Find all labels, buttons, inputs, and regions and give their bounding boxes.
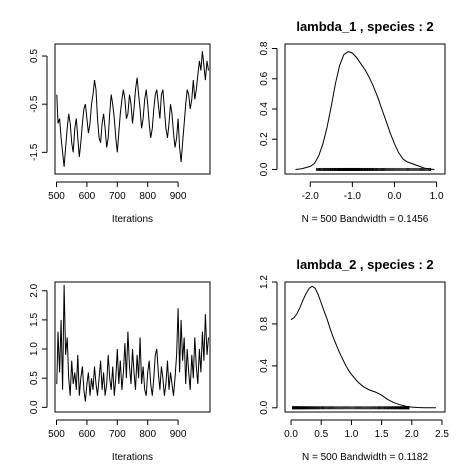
y-tick-label: 0.2 [259, 132, 270, 146]
x-tick-label: 900 [170, 429, 187, 440]
plot-title: lambda_1 , species : 2 [296, 19, 433, 34]
y-tick-label: 0.5 [29, 371, 40, 385]
x-tick-label: 1.0 [344, 429, 358, 440]
y-tick-label: 0.4 [259, 358, 270, 372]
y-tick-label: -0.5 [29, 95, 40, 113]
rug-marks [315, 167, 431, 171]
y-tick-label: 0.0 [259, 162, 270, 176]
density-curve [295, 51, 435, 170]
trace-plot-lambda-2: 500 600 700 800 900 0.0 0.5 1.0 1.5 2.0 Iterations [29, 281, 211, 463]
x-axis-label: N = 500 Bandwidth = 0.1456 [302, 214, 429, 225]
plot-frame [54, 43, 211, 175]
plot-frame [54, 281, 211, 413]
x-tick-label: 2.5 [435, 429, 449, 440]
plot-title: lambda_2 , species : 2 [296, 257, 433, 272]
trace-line [56, 284, 209, 402]
x-tick-label: 0.0 [284, 429, 298, 440]
x-axis-label: N = 500 Bandwidth = 0.1182 [302, 452, 428, 463]
x-tick-label: 600 [79, 191, 96, 202]
x-tick-label: 1.5 [375, 429, 389, 440]
y-tick-label: 0.4 [259, 102, 270, 116]
y-tick-label: 0.5 [29, 49, 40, 63]
y-tick-label: -1.5 [29, 143, 40, 161]
rug-marks [291, 406, 410, 410]
y-tick-label: 1.5 [29, 313, 40, 327]
x-tick-label: 500 [48, 429, 65, 440]
x-tick-label: 800 [139, 191, 156, 202]
x-axis-label: Iterations [112, 214, 153, 225]
x-axis-label: Iterations [112, 452, 153, 463]
x-tick-label: 0.5 [314, 429, 328, 440]
y-tick-label: 0.8 [259, 317, 270, 331]
x-tick-label: 700 [109, 429, 126, 440]
x-tick-label: -1.0 [344, 191, 362, 202]
y-tick-label: 0.0 [259, 400, 270, 414]
y-tick-label: 2.0 [29, 283, 40, 297]
density-plot-lambda-1: -2.0 -1.0 0.0 1.0 0.0 0.2 0.4 0.6 0.8 N = 500 Ban… [259, 19, 446, 225]
plot-frame [284, 281, 446, 413]
x-tick-label: -2.0 [302, 191, 320, 202]
y-tick-label: 1.2 [259, 275, 270, 289]
plot-frame [284, 43, 446, 175]
density-plot-lambda-2: 0.0 0.5 1.0 1.5 2.0 2.5 0.0 0.4 0.8 1.2 N = 500 Ba… [259, 257, 449, 463]
x-tick-label: 500 [48, 191, 65, 202]
y-tick-label: 0.0 [29, 400, 40, 414]
trace-line [56, 51, 209, 167]
x-tick-label: 900 [170, 191, 187, 202]
y-tick-label: 1.0 [29, 342, 40, 356]
x-tick-label: 800 [139, 429, 156, 440]
y-tick-label: 0.6 [259, 71, 270, 85]
trace-plot-lambda-1: 500 600 700 800 900 -1.5 -0.5 0.5 Iterations [29, 43, 211, 225]
x-tick-label: 2.0 [405, 429, 419, 440]
density-curve [290, 285, 436, 409]
x-tick-label: 1.0 [430, 191, 444, 202]
x-tick-label: 600 [79, 429, 96, 440]
x-tick-label: 700 [109, 191, 126, 202]
y-tick-label: 0.8 [259, 41, 270, 55]
x-tick-label: 0.0 [388, 191, 402, 202]
